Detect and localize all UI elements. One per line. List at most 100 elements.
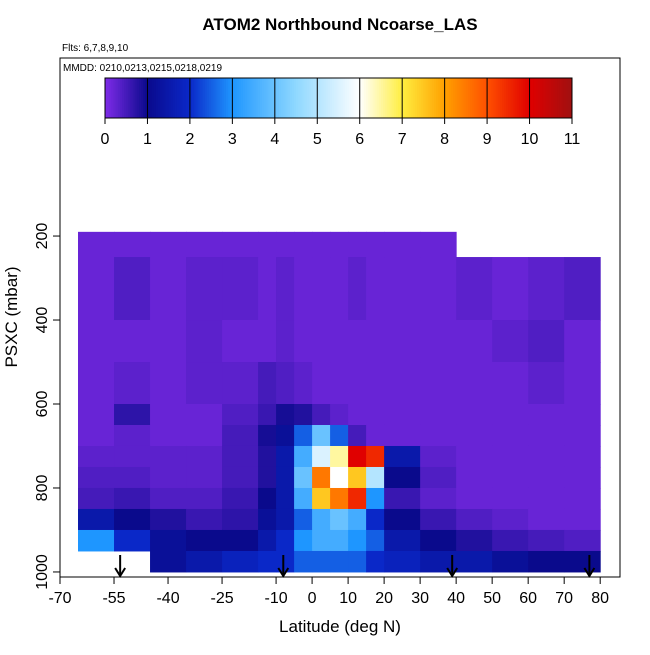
- heatmap-cell: [222, 529, 259, 552]
- heatmap-cell: [150, 508, 187, 531]
- heatmap-cell: [348, 508, 367, 531]
- colorbar-tick-label: 3: [228, 131, 237, 148]
- colorbar-swatch: [391, 78, 395, 118]
- heatmap-cell: [186, 487, 223, 510]
- heatmap-cell: [78, 424, 115, 447]
- colorbar-swatch: [119, 78, 123, 118]
- colorbar-swatch: [451, 78, 454, 118]
- colorbar-swatch: [149, 78, 153, 118]
- colorbar-swatch: [230, 78, 233, 118]
- colorbar-swatch: [113, 78, 117, 118]
- colorbar-swatch: [211, 78, 214, 118]
- colorbar-swatch: [136, 78, 140, 118]
- heatmap-cell: [564, 445, 601, 468]
- colorbar-swatch: [518, 78, 522, 118]
- heatmap-cell: [330, 257, 349, 321]
- heatmap-cell: [258, 466, 277, 489]
- heatmap-cell: [384, 257, 421, 321]
- colorbar-swatch: [164, 78, 167, 118]
- heatmap-cell: [492, 257, 529, 321]
- colorbar-swatch: [557, 78, 560, 118]
- heatmap-cell: [276, 487, 295, 510]
- colorbar-swatch: [516, 78, 520, 118]
- colorbar-swatch: [387, 78, 390, 118]
- colorbar-swatch: [336, 78, 339, 118]
- colorbar-tick-label: 5: [313, 131, 322, 148]
- heatmap-cell: [222, 362, 259, 405]
- colorbar-swatch: [109, 78, 112, 118]
- heatmap-cell: [492, 550, 529, 573]
- x-tick-label: 70: [555, 590, 573, 607]
- colorbar-swatch: [465, 78, 469, 118]
- colorbar-tick-label: 9: [483, 131, 492, 148]
- heatmap-cell: [114, 320, 151, 363]
- heatmap-cell: [222, 487, 259, 510]
- colorbar-swatch: [412, 78, 416, 118]
- colorbar-tick-label: 6: [355, 131, 364, 148]
- heatmap-cell: [384, 320, 421, 363]
- heatmap-cell: [420, 424, 457, 447]
- colorbar-swatch: [209, 78, 212, 118]
- colorbar-swatch: [236, 78, 240, 118]
- heatmap-cell: [420, 445, 457, 468]
- colorbar-swatch: [293, 78, 297, 118]
- colorbar-swatch: [177, 78, 180, 118]
- colorbar-swatch: [425, 78, 429, 118]
- colorbar-swatch: [253, 78, 257, 118]
- colorbar-swatch: [404, 78, 407, 118]
- colorbar-swatch: [332, 78, 335, 118]
- heatmap-cell: [186, 529, 223, 552]
- heatmap-cell: [312, 529, 331, 552]
- heatmap-cell: [78, 445, 115, 468]
- heatmap-cell: [312, 320, 331, 363]
- heatmap-cell: [294, 320, 313, 363]
- heatmap-cell: [528, 466, 565, 489]
- heatmap-cell: [366, 404, 385, 426]
- x-tick-label: 30: [411, 590, 429, 607]
- heatmap-cell: [348, 550, 367, 573]
- heatmap-cell: [294, 550, 313, 573]
- colorbar-swatch: [495, 78, 499, 118]
- colorbar-swatch: [302, 78, 305, 118]
- heatmap-cell: [114, 362, 151, 405]
- heatmap-cell: [222, 404, 259, 426]
- heatmap-cell: [186, 445, 223, 468]
- heatmap-cell: [294, 362, 313, 405]
- colorbar-swatch: [436, 78, 439, 118]
- heatmap-cell: [348, 466, 367, 489]
- colorbar-swatch: [247, 78, 250, 118]
- heatmap-cell: [456, 529, 493, 552]
- colorbar-swatch: [470, 78, 473, 118]
- heatmap-cell: [420, 404, 457, 426]
- colorbar-swatch: [304, 78, 308, 118]
- heatmap-cell: [78, 508, 115, 531]
- heatmap-cell: [114, 445, 151, 468]
- colorbar-swatch: [172, 78, 176, 118]
- heatmap-cell: [564, 320, 601, 363]
- flight-arrowhead: [277, 567, 290, 578]
- heatmap-cell: [384, 231, 421, 258]
- colorbar-swatch: [234, 78, 238, 118]
- heatmap-cell: [564, 257, 601, 321]
- colorbar-swatch: [181, 78, 184, 118]
- colorbar-swatch: [363, 78, 367, 118]
- heatmap-cell: [492, 424, 529, 447]
- colorbar-swatch: [308, 78, 312, 118]
- heatmap-cell: [456, 466, 493, 489]
- colorbar-swatch: [319, 78, 322, 118]
- heatmap-cell: [528, 424, 565, 447]
- y-tick-label: 800: [34, 475, 51, 502]
- colorbar-swatch: [259, 78, 263, 118]
- colorbar-swatch: [383, 78, 386, 118]
- colorbar-swatch: [285, 78, 288, 118]
- colorbar-swatch: [361, 78, 365, 118]
- heatmap-cell: [330, 404, 349, 426]
- heatmap-cell: [222, 445, 259, 468]
- heatmap-cell: [492, 445, 529, 468]
- heatmap-cell: [348, 424, 367, 447]
- colorbar-swatch: [397, 78, 401, 118]
- colorbar-swatch: [355, 78, 359, 118]
- heatmap-cell: [78, 466, 115, 489]
- heatmap-cell: [366, 445, 385, 468]
